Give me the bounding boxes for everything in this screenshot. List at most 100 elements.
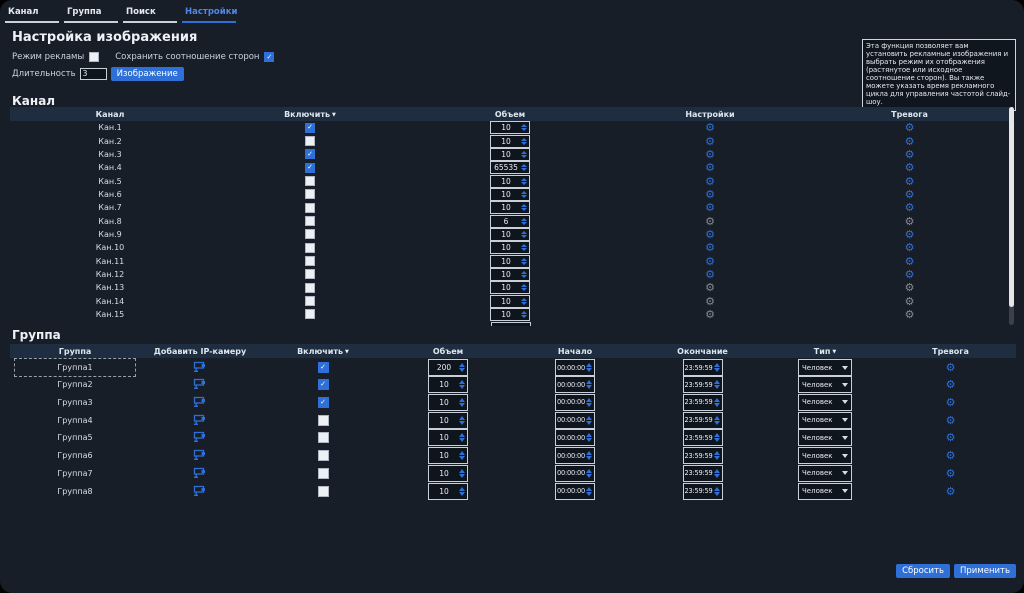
spinner[interactable] bbox=[586, 486, 594, 496]
spinner-up-icon[interactable] bbox=[586, 486, 592, 491]
spinner-down-icon[interactable] bbox=[713, 473, 720, 478]
alarm-gear-icon[interactable]: ⚙ bbox=[904, 254, 915, 268]
enable-checkbox[interactable] bbox=[317, 467, 329, 479]
spinner[interactable] bbox=[459, 451, 467, 461]
alarm-gear-icon[interactable]: ⚙ bbox=[904, 201, 915, 215]
alarm-gear-icon[interactable]: ⚙ bbox=[904, 281, 915, 295]
spinner-up-icon[interactable] bbox=[713, 397, 720, 402]
spinner-down-icon[interactable] bbox=[521, 248, 527, 252]
col-header-enable[interactable]: Включить ▼ bbox=[297, 346, 349, 356]
start-time-input[interactable]: 00:00:00 bbox=[555, 482, 595, 500]
alarm-gear-icon[interactable]: ⚙ bbox=[904, 147, 915, 161]
spinner-up-icon[interactable] bbox=[713, 415, 720, 420]
spinner-up-icon[interactable] bbox=[586, 363, 592, 367]
enable-checkbox[interactable] bbox=[305, 216, 315, 227]
enable-checkbox[interactable] bbox=[305, 229, 315, 240]
scrollbar-thumb[interactable] bbox=[1009, 107, 1014, 307]
spinner-down-icon[interactable] bbox=[713, 491, 720, 496]
spinner[interactable] bbox=[459, 363, 467, 372]
end-time-input[interactable]: 23:59:59 bbox=[682, 376, 723, 394]
settings-gear-icon[interactable]: ⚙ bbox=[705, 267, 715, 281]
enable-checkbox[interactable] bbox=[305, 189, 315, 200]
settings-gear-icon[interactable]: ⚙ bbox=[705, 174, 715, 188]
spinner[interactable] bbox=[586, 380, 594, 390]
spinner-down-icon[interactable] bbox=[459, 385, 465, 390]
alarm-gear-icon[interactable]: ⚙ bbox=[904, 161, 915, 175]
alarm-gear-icon[interactable]: ⚙ bbox=[945, 484, 956, 498]
spinner-up-icon[interactable] bbox=[459, 380, 465, 385]
type-select[interactable]: Человек bbox=[798, 359, 852, 376]
enable-checkbox[interactable] bbox=[305, 309, 315, 320]
group-name[interactable]: Группа6 bbox=[57, 451, 93, 461]
spinner[interactable] bbox=[586, 397, 594, 407]
end-time-input[interactable]: 23:59:59 bbox=[682, 447, 723, 465]
spinner-down-icon[interactable] bbox=[586, 491, 592, 496]
start-time-input[interactable]: 00:00:00 bbox=[555, 447, 595, 465]
spinner[interactable] bbox=[713, 451, 722, 461]
spinner-down-icon[interactable] bbox=[521, 154, 527, 158]
volume-input[interactable]: 10 bbox=[428, 429, 468, 447]
image-button[interactable]: Изображение bbox=[110, 67, 184, 81]
add-ip-camera-icon[interactable] bbox=[193, 449, 207, 462]
spinner[interactable] bbox=[459, 486, 467, 496]
end-time-input[interactable]: 23:59:59 bbox=[682, 429, 723, 447]
spinner-down-icon[interactable] bbox=[521, 141, 527, 145]
volume-input[interactable]: 200 bbox=[428, 359, 468, 376]
alarm-gear-icon[interactable]: ⚙ bbox=[945, 361, 956, 374]
spinner-down-icon[interactable] bbox=[521, 261, 527, 265]
spinner[interactable] bbox=[521, 257, 529, 265]
spinner-up-icon[interactable] bbox=[521, 124, 527, 128]
group-name[interactable]: Группа4 bbox=[57, 415, 93, 425]
group-name[interactable]: Группа8 bbox=[57, 486, 93, 496]
settings-gear-icon[interactable]: ⚙ bbox=[705, 161, 715, 175]
spinner[interactable] bbox=[459, 433, 467, 443]
spinner[interactable] bbox=[521, 230, 529, 238]
enable-checkbox[interactable] bbox=[305, 282, 315, 293]
spinner-down-icon[interactable] bbox=[459, 491, 465, 496]
ad-mode-checkbox[interactable] bbox=[89, 52, 100, 62]
volume-input[interactable]: 10 bbox=[490, 121, 530, 135]
spinner-down-icon[interactable] bbox=[586, 473, 592, 478]
spinner-down-icon[interactable] bbox=[459, 368, 465, 372]
volume-input[interactable]: 10 bbox=[490, 294, 530, 308]
spinner[interactable] bbox=[521, 204, 529, 212]
type-select[interactable]: Человек bbox=[798, 411, 852, 429]
spinner[interactable] bbox=[521, 270, 529, 278]
end-time-input[interactable]: 23:59:59 bbox=[682, 464, 723, 482]
spinner[interactable] bbox=[521, 217, 529, 225]
spinner-up-icon[interactable] bbox=[586, 468, 592, 473]
spinner[interactable] bbox=[713, 397, 722, 407]
duration-input[interactable] bbox=[79, 68, 107, 80]
spinner-up-icon[interactable] bbox=[713, 451, 720, 456]
spinner-down-icon[interactable] bbox=[521, 234, 527, 238]
spinner-up-icon[interactable] bbox=[521, 164, 527, 168]
alarm-gear-icon[interactable]: ⚙ bbox=[945, 378, 956, 392]
group-name[interactable]: Группа7 bbox=[57, 468, 93, 478]
enable-checkbox[interactable] bbox=[305, 296, 315, 307]
volume-input[interactable]: 10 bbox=[490, 241, 530, 255]
spinner-up-icon[interactable] bbox=[521, 217, 527, 221]
enable-checkbox[interactable] bbox=[317, 450, 329, 462]
volume-input[interactable]: 10 bbox=[490, 174, 530, 188]
settings-gear-icon[interactable]: ⚙ bbox=[705, 307, 715, 321]
settings-gear-icon[interactable]: ⚙ bbox=[705, 147, 715, 161]
col-header-enable[interactable]: Включить ▼ bbox=[284, 109, 336, 119]
spinner[interactable] bbox=[521, 190, 529, 198]
group-name[interactable]: Группа1 bbox=[14, 358, 136, 377]
enable-checkbox[interactable] bbox=[317, 362, 329, 373]
spinner-up-icon[interactable] bbox=[713, 486, 720, 491]
spinner[interactable] bbox=[586, 415, 594, 425]
enable-checkbox[interactable] bbox=[305, 269, 315, 280]
type-select[interactable]: Человек bbox=[798, 429, 852, 447]
spinner-down-icon[interactable] bbox=[586, 456, 592, 461]
volume-input[interactable]: 10 bbox=[490, 147, 530, 161]
spinner-up-icon[interactable] bbox=[459, 451, 465, 456]
spinner-up-icon[interactable] bbox=[459, 433, 465, 438]
volume-input[interactable]: 10 bbox=[490, 267, 530, 281]
spinner[interactable] bbox=[459, 415, 467, 425]
enable-checkbox[interactable] bbox=[305, 202, 315, 213]
spinner-down-icon[interactable] bbox=[586, 420, 592, 425]
alarm-gear-icon[interactable]: ⚙ bbox=[904, 134, 915, 148]
spinner-up-icon[interactable] bbox=[521, 150, 527, 154]
spinner-up-icon[interactable] bbox=[459, 363, 465, 367]
